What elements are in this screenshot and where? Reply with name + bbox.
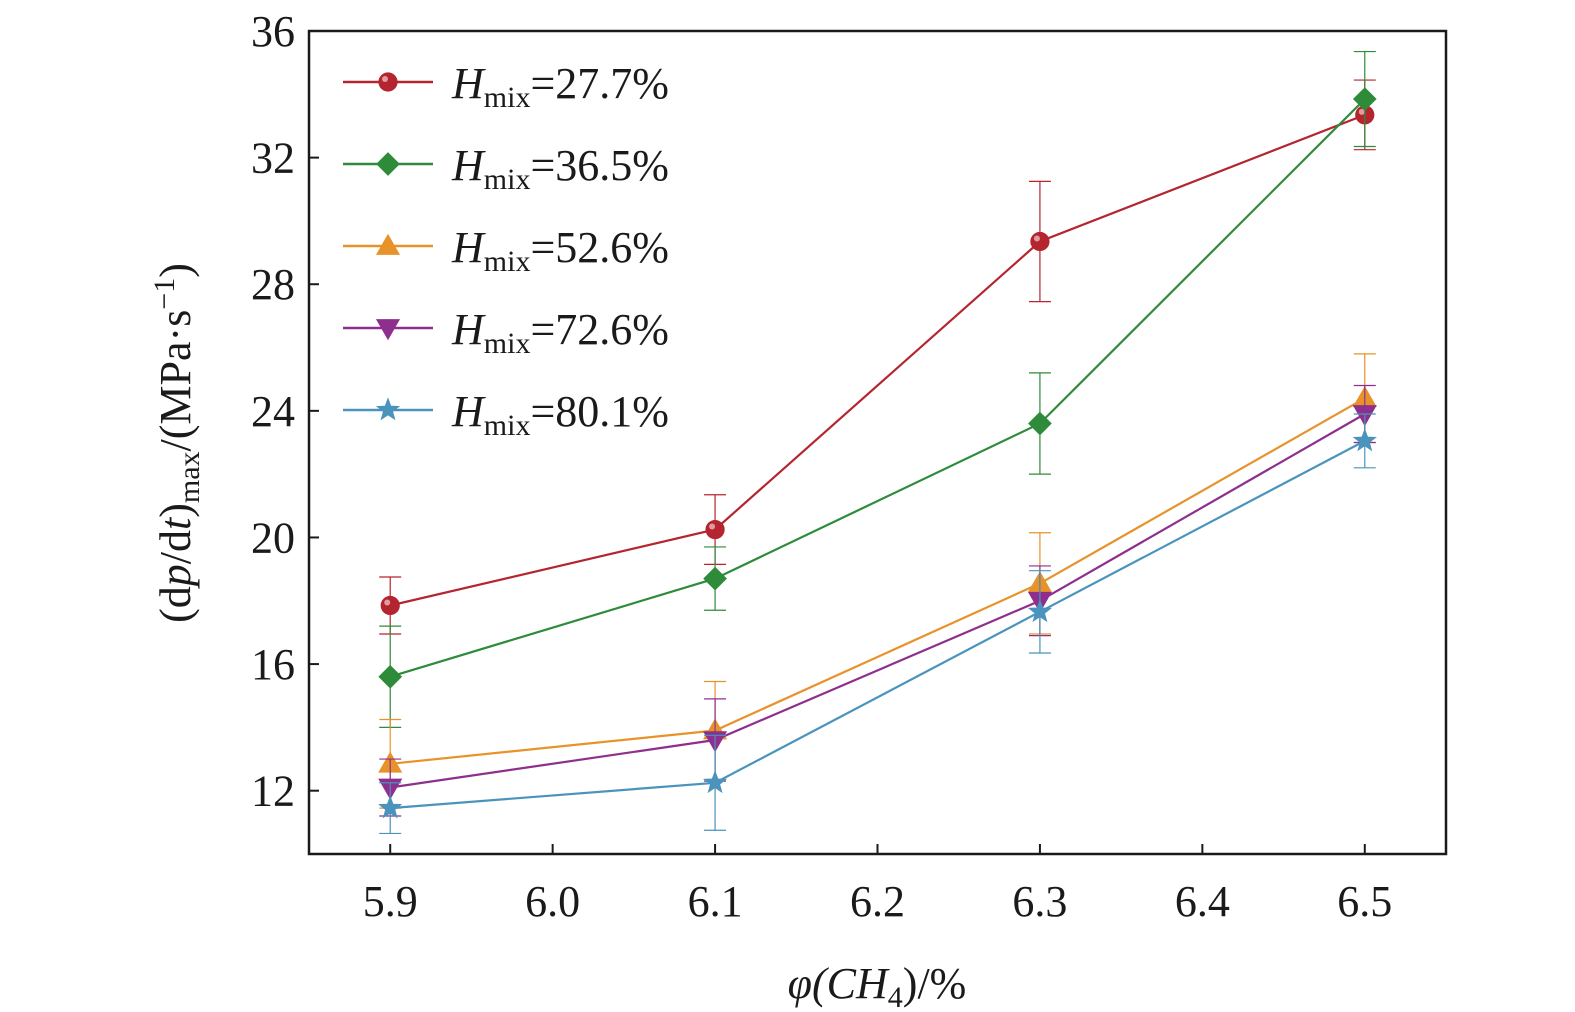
data-point — [705, 519, 725, 540]
legend-marker — [376, 152, 400, 176]
legend-item: Hmix=52.6% — [343, 223, 669, 278]
marker-shape — [375, 319, 401, 341]
marker-shape — [376, 152, 400, 176]
legend-sub: mix — [484, 163, 531, 196]
data-point — [380, 595, 400, 616]
data-point — [378, 664, 403, 689]
marker-shape — [1352, 87, 1377, 111]
data-point — [1028, 411, 1052, 436]
x-tick-label: 6.5 — [1337, 877, 1392, 926]
series-line — [390, 439, 1366, 810]
marker-highlight — [382, 76, 388, 82]
legend-marker — [375, 397, 401, 421]
axes: 5.9 6.0 6.1 6.2 6.3 6.4 6.5 12 16 20 24 28 32 36 — [251, 7, 1392, 926]
legend-value: =80.1% — [530, 387, 668, 436]
legend-var: H — [451, 223, 486, 272]
legend-marker — [378, 72, 398, 92]
legend-sub: mix — [484, 245, 531, 278]
marker-shape — [378, 72, 398, 92]
x-tick-label: 5.9 — [363, 877, 418, 926]
legend-var: H — [451, 141, 486, 190]
series-2 — [378, 50, 1377, 728]
legend-sub: mix — [484, 409, 531, 442]
x-tick-label: 6.0 — [525, 877, 580, 926]
marker-shape — [1027, 599, 1053, 623]
marker-shape — [378, 795, 403, 819]
series-layer — [378, 50, 1377, 835]
marker-shape — [375, 233, 401, 255]
series-4 — [378, 384, 1377, 817]
x-axis-title: φ(CH4)/% — [788, 959, 967, 1012]
x-tick-label: 6.2 — [850, 877, 905, 926]
legend: Hmix=27.7%Hmix=36.5%Hmix=52.6%Hmix=72.6%… — [343, 59, 669, 442]
x-tick-label: 6.1 — [688, 877, 743, 926]
data-point — [1030, 231, 1050, 252]
series-5 — [378, 413, 1377, 835]
marker-shape — [702, 770, 728, 794]
marker-shape — [1028, 411, 1052, 436]
marker-highlight — [1033, 235, 1040, 242]
x-tick-label: 6.3 — [1012, 877, 1067, 926]
marker-shape — [375, 397, 401, 421]
y-tick-label: 24 — [251, 387, 295, 436]
legend-var: H — [451, 387, 486, 436]
series-line — [390, 413, 1366, 789]
data-point — [1352, 428, 1377, 452]
data-point — [702, 770, 728, 794]
legend-var: H — [451, 59, 486, 108]
legend-value: =52.6% — [530, 223, 668, 272]
legend-item: Hmix=80.1% — [343, 387, 669, 442]
marker-shape — [1030, 231, 1050, 252]
marker-highlight — [709, 523, 716, 530]
legend-sub: mix — [484, 81, 531, 114]
legend-value: =72.6% — [530, 305, 668, 354]
data-point — [1027, 599, 1053, 623]
legend-var: H — [451, 305, 486, 354]
y-tick-label: 36 — [251, 7, 295, 56]
marker-shape — [705, 519, 725, 540]
y-tick-label: 16 — [251, 640, 295, 689]
y-tick-label: 12 — [251, 767, 295, 816]
data-point — [703, 566, 727, 591]
legend-label: Hmix=36.5% — [451, 141, 669, 196]
legend-value: =36.5% — [530, 141, 668, 190]
marker-highlight — [1358, 108, 1365, 115]
legend-item: Hmix=27.7% — [343, 59, 669, 114]
y-tick-label: 28 — [251, 260, 295, 309]
legend-label: Hmix=27.7% — [451, 59, 669, 114]
data-point — [1352, 87, 1377, 111]
legend-label: Hmix=80.1% — [451, 387, 669, 442]
legend-label: Hmix=72.6% — [451, 305, 669, 360]
legend-marker — [375, 233, 401, 255]
series-line — [390, 397, 1366, 765]
legend-sub: mix — [484, 327, 531, 360]
data-point — [378, 795, 403, 819]
marker-shape — [378, 664, 403, 689]
x-tick-label: 6.4 — [1175, 877, 1230, 926]
series-line — [389, 113, 1366, 607]
legend-marker — [375, 319, 401, 341]
marker-shape — [380, 595, 400, 616]
legend-item: Hmix=36.5% — [343, 141, 669, 196]
marker-highlight — [384, 599, 391, 606]
marker-shape — [1352, 428, 1377, 452]
y-axis-title: (dp/dt)max/(MPa·s−1) — [148, 263, 206, 623]
y-tick-label: 20 — [251, 513, 295, 562]
x-axis-title-sub: 4 — [888, 981, 903, 1012]
marker-shape — [703, 566, 727, 591]
y-tick-label: 32 — [251, 134, 295, 183]
legend-label: Hmix=52.6% — [451, 223, 669, 278]
legend-value: =27.7% — [530, 59, 668, 108]
series-line — [389, 98, 1366, 678]
legend-item: Hmix=72.6% — [343, 305, 669, 360]
